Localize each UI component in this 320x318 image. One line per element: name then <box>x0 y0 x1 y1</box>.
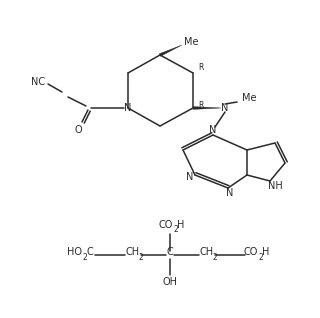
Polygon shape <box>193 107 221 109</box>
Text: CO: CO <box>244 247 258 257</box>
Text: NH: NH <box>268 181 282 191</box>
Text: C: C <box>87 247 93 257</box>
Text: 2: 2 <box>139 252 143 261</box>
Text: C: C <box>167 247 173 257</box>
Text: 2: 2 <box>83 252 87 261</box>
Text: CH: CH <box>126 247 140 257</box>
Text: H: H <box>177 220 185 230</box>
Text: H: H <box>262 247 270 257</box>
Text: N: N <box>221 103 229 113</box>
Text: N: N <box>226 188 234 198</box>
Text: Me: Me <box>184 37 198 47</box>
Text: R: R <box>198 63 204 72</box>
Text: 2: 2 <box>259 252 263 261</box>
Polygon shape <box>159 45 182 56</box>
Text: HO: HO <box>68 247 83 257</box>
Text: 2: 2 <box>174 225 178 234</box>
Text: CH: CH <box>200 247 214 257</box>
Text: N: N <box>124 103 132 113</box>
Text: R: R <box>198 100 204 109</box>
Text: O: O <box>74 125 82 135</box>
Text: CO: CO <box>159 220 173 230</box>
Text: Me: Me <box>242 93 256 103</box>
Text: N: N <box>209 125 217 135</box>
Text: 2: 2 <box>212 252 217 261</box>
Text: OH: OH <box>163 277 178 287</box>
Text: N: N <box>186 172 194 182</box>
Text: NC: NC <box>31 77 45 87</box>
